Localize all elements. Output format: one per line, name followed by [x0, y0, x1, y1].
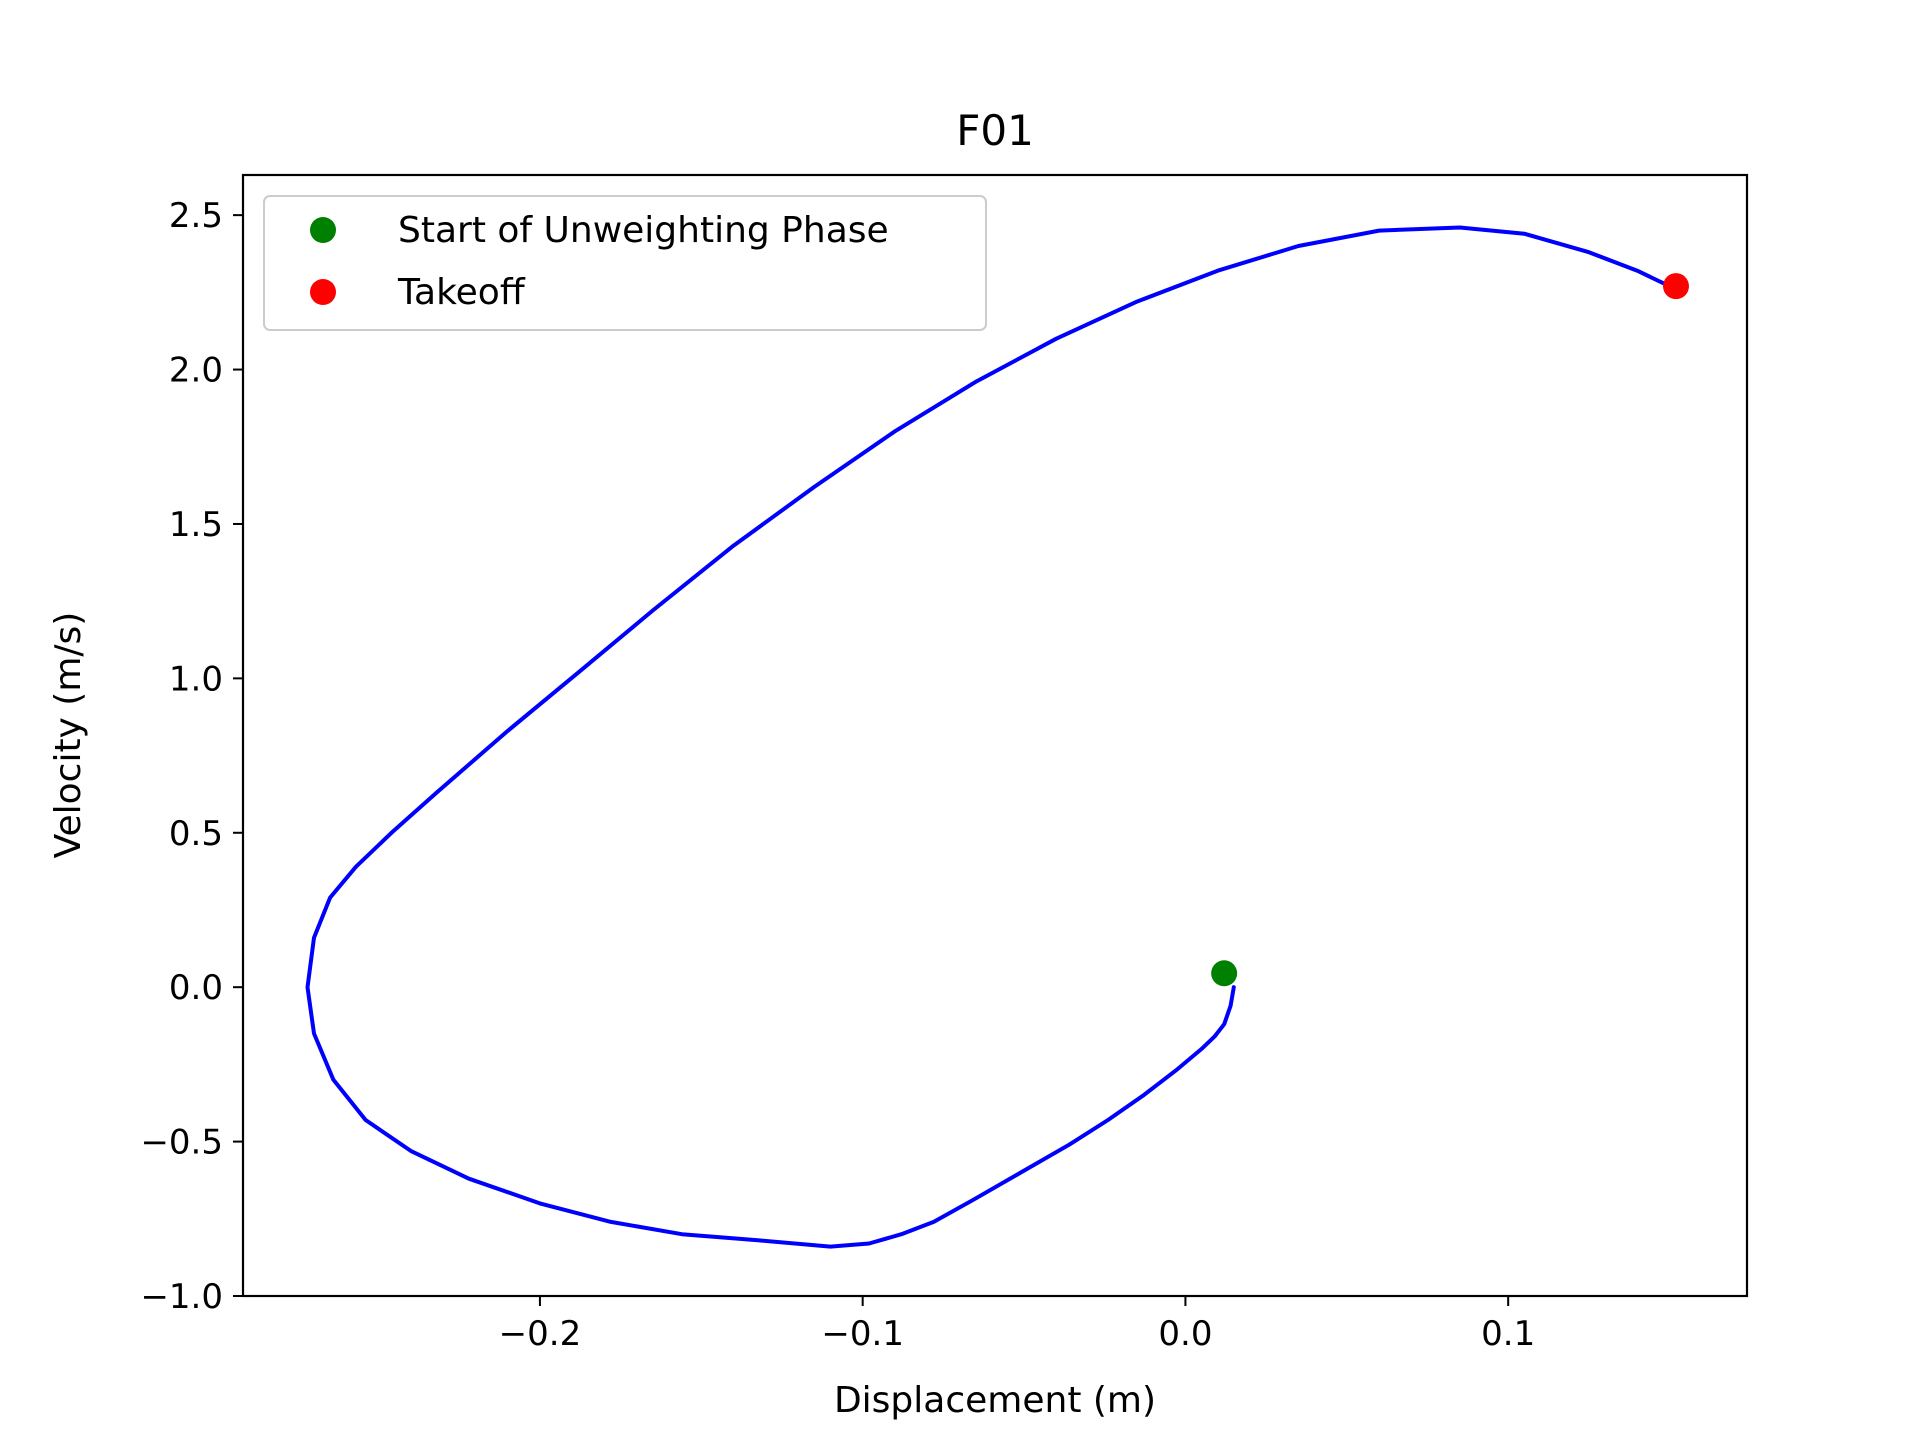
y-tick-label: 0.0 — [169, 968, 223, 1008]
y-tick-label: 1.0 — [169, 659, 223, 699]
axes-frame — [241, 173, 1749, 1298]
y-axis: −1.0 −0.5 0.0 0.5 1.0 1.5 2.0 2.5 — [140, 196, 243, 1317]
legend-box — [263, 195, 987, 331]
y-tick-label: 2.5 — [169, 196, 223, 236]
x-tick-label: 0.0 — [1158, 1314, 1212, 1354]
x-axis-label: Displacement (m) — [834, 1380, 1156, 1421]
x-axis: −0.2 −0.1 0.0 0.1 — [499, 1296, 1535, 1354]
x-tick-label: −0.2 — [499, 1314, 582, 1354]
y-tick-label: −0.5 — [140, 1123, 223, 1163]
y-axis-label: Velocity (m/s) — [48, 612, 89, 859]
legend-label: Takeoff — [397, 272, 526, 313]
legend-marker — [310, 217, 336, 243]
series-line — [305, 225, 1672, 1249]
legend-marker — [310, 279, 336, 305]
x-tick-label: −0.1 — [821, 1314, 904, 1354]
y-tick-label: 2.0 — [169, 351, 223, 391]
y-tick-label: −1.0 — [140, 1277, 223, 1317]
legend-label: Start of Unweighting Phase — [398, 210, 889, 251]
x-tick-label: 0.1 — [1481, 1314, 1535, 1354]
y-tick-label: 0.5 — [169, 814, 223, 854]
takeoff-marker — [1662, 273, 1689, 300]
legend: Start of Unweighting Phase Takeoff — [263, 195, 987, 331]
y-tick-label: 1.5 — [169, 505, 223, 545]
unweighting-start-marker — [1211, 960, 1238, 987]
chart-title: F01 — [956, 106, 1034, 155]
plot-area — [241, 173, 1749, 1298]
